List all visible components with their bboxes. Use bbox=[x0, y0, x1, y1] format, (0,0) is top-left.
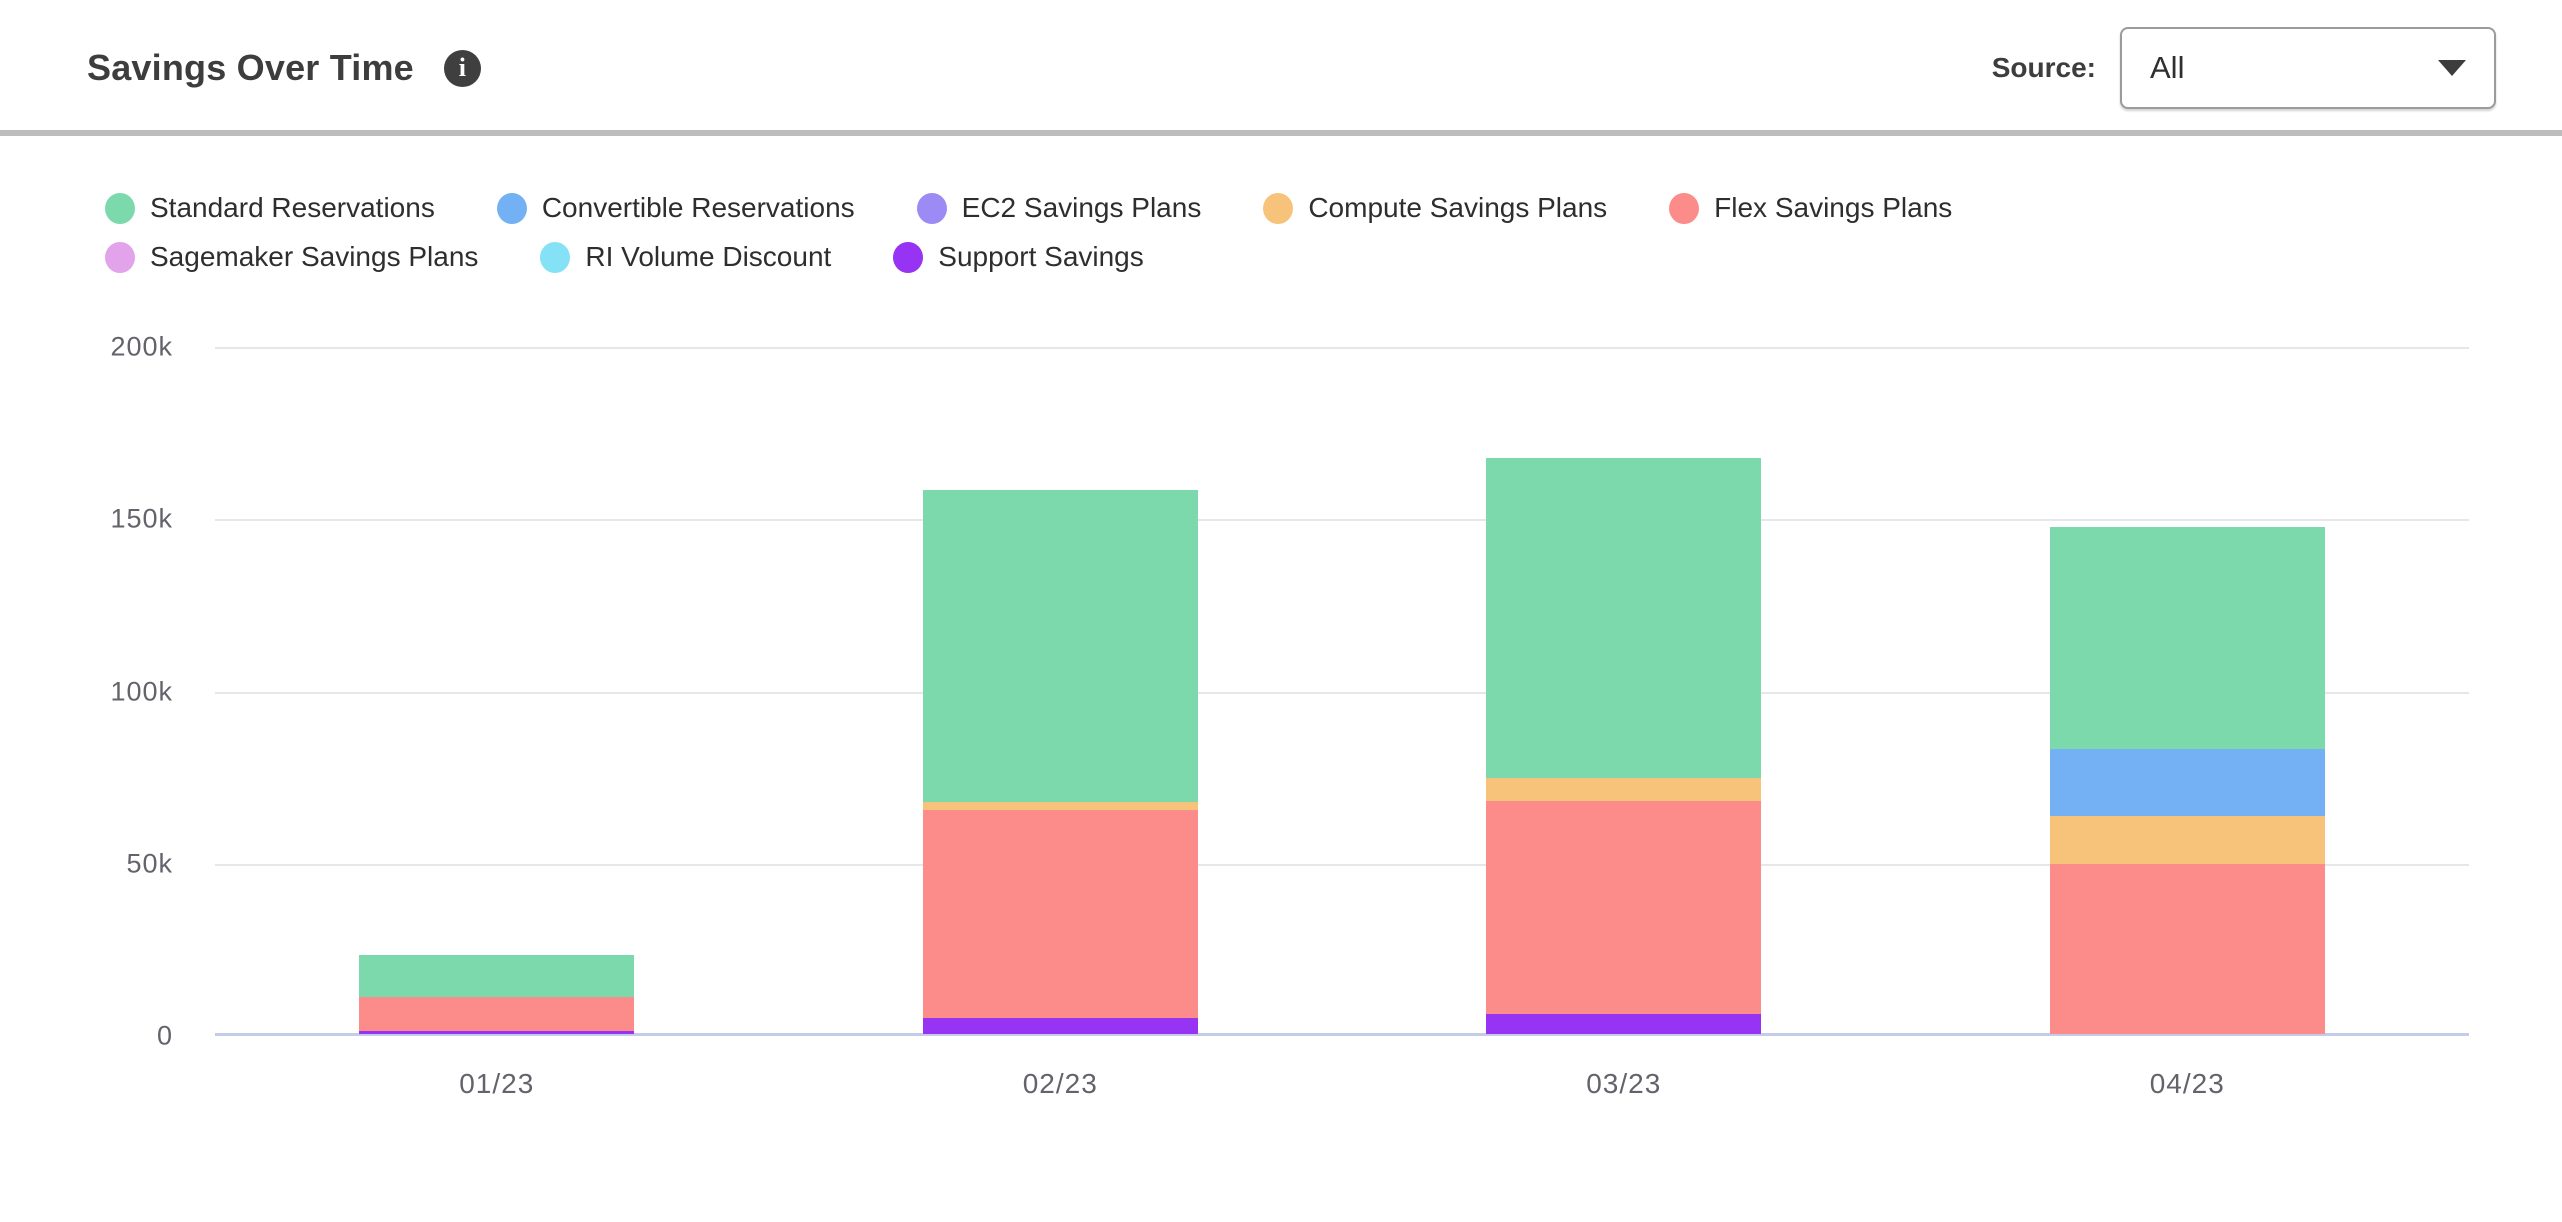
legend-dot-icon bbox=[1263, 192, 1294, 224]
y-axis-label: 50k bbox=[126, 848, 173, 879]
legend-label: Compute Savings Plans bbox=[1308, 192, 1608, 223]
bar-column-01-23 bbox=[215, 347, 779, 1034]
gridline bbox=[215, 691, 2469, 694]
legend-dot-icon bbox=[105, 192, 135, 224]
bar-segment[interactable] bbox=[1486, 801, 1762, 1014]
y-axis-label: 0 bbox=[156, 1020, 173, 1051]
legend-item[interactable]: Support Savings bbox=[893, 241, 1144, 273]
bar-segment[interactable] bbox=[922, 489, 1198, 802]
bar-column-03-23 bbox=[1342, 347, 1906, 1034]
savings-chart: 200k 150k 100k 50k 0 01/23 02/23 03/23 04/23 bbox=[0, 332, 2562, 1100]
legend-dot-icon bbox=[496, 192, 527, 224]
legend-label: Support Savings bbox=[938, 241, 1144, 272]
bar-segment[interactable] bbox=[2049, 863, 2325, 1034]
bar-segment[interactable] bbox=[2049, 749, 2325, 816]
info-icon-glyph: i bbox=[458, 53, 466, 82]
bar-stack bbox=[922, 489, 1198, 1034]
legend-item[interactable]: Flex Savings Plans bbox=[1669, 192, 1952, 224]
title-group: Savings Over Time i bbox=[87, 47, 481, 89]
bar-segment[interactable] bbox=[2049, 527, 2325, 750]
bar-stack bbox=[1486, 457, 1762, 1034]
legend-item[interactable]: EC2 Savings Plans bbox=[916, 192, 1202, 224]
chevron-down-icon bbox=[2438, 60, 2466, 76]
legend-label: Sagemaker Savings Plans bbox=[150, 241, 479, 272]
y-axis-label: 150k bbox=[110, 503, 173, 534]
legend-dot-icon bbox=[916, 192, 947, 224]
x-axis: 01/23 02/23 03/23 04/23 bbox=[215, 1068, 2469, 1100]
legend-dot-icon bbox=[540, 241, 571, 273]
x-axis-label: 01/23 bbox=[459, 1068, 535, 1099]
bar-segment[interactable] bbox=[922, 809, 1198, 1018]
y-axis-label: 100k bbox=[110, 676, 173, 706]
legend-label: EC2 Savings Plans bbox=[961, 192, 1202, 223]
legend-item[interactable]: Standard Reservations bbox=[105, 192, 435, 224]
x-axis-baseline bbox=[215, 1033, 2469, 1036]
header-divider bbox=[0, 130, 2562, 136]
gridline bbox=[215, 347, 2469, 349]
bar-segment[interactable] bbox=[359, 1031, 635, 1034]
bar-segment[interactable] bbox=[1486, 457, 1762, 779]
legend-dot-icon bbox=[893, 241, 924, 273]
plot-area: 200k 150k 100k 50k 0 bbox=[110, 332, 2470, 1051]
bar-stack bbox=[2049, 527, 2325, 1034]
page-title: Savings Over Time bbox=[87, 47, 414, 88]
bar-segment[interactable] bbox=[359, 996, 635, 1032]
legend-dot-icon bbox=[1669, 192, 1700, 224]
bar-segment[interactable] bbox=[922, 801, 1198, 810]
x-axis-label: 04/23 bbox=[2149, 1068, 2225, 1099]
bar-segment[interactable] bbox=[1486, 1014, 1762, 1034]
legend-item[interactable]: Convertible Reservations bbox=[496, 192, 855, 224]
source-dropdown-value: All bbox=[2150, 50, 2185, 85]
bar-stack bbox=[359, 954, 635, 1034]
source-label: Source: bbox=[1991, 52, 2096, 83]
source-dropdown[interactable]: All bbox=[2120, 27, 2496, 109]
bar-column-04-23 bbox=[1906, 347, 2470, 1034]
legend-item[interactable]: Sagemaker Savings Plans bbox=[105, 241, 478, 273]
bar-segment[interactable] bbox=[1486, 778, 1762, 802]
legend-item[interactable]: RI Volume Discount bbox=[540, 241, 831, 273]
legend-dot-icon bbox=[105, 241, 135, 273]
bar-segment[interactable] bbox=[359, 954, 635, 997]
legend-row: Standard Reservations Convertible Reserva… bbox=[105, 192, 2502, 224]
x-axis-label: 03/23 bbox=[1586, 1068, 1662, 1099]
y-axis-label: 200k bbox=[110, 331, 173, 362]
legend-row: Sagemaker Savings Plans RI Volume Discoun… bbox=[105, 241, 2502, 273]
legend-item[interactable]: Compute Savings Plans bbox=[1263, 192, 1607, 224]
page-header: Savings Over Time i Source: All bbox=[0, 0, 2562, 130]
legend-label: Convertible Reservations bbox=[541, 192, 855, 223]
chart-legend: Standard Reservations Convertible Reserva… bbox=[105, 192, 2502, 273]
gridline bbox=[215, 863, 2469, 866]
bar-column-02-23 bbox=[779, 347, 1343, 1034]
legend-label: Standard Reservations bbox=[150, 192, 435, 223]
bar-segment[interactable] bbox=[922, 1017, 1198, 1034]
bar-segment[interactable] bbox=[2049, 815, 2325, 864]
source-control: Source: All bbox=[1992, 27, 2496, 109]
gridline bbox=[215, 519, 2469, 522]
info-icon[interactable]: i bbox=[443, 49, 481, 87]
legend-label: RI Volume Discount bbox=[585, 241, 832, 272]
x-axis-label: 02/23 bbox=[1022, 1068, 1098, 1099]
legend-label: Flex Savings Plans bbox=[1714, 192, 1953, 223]
